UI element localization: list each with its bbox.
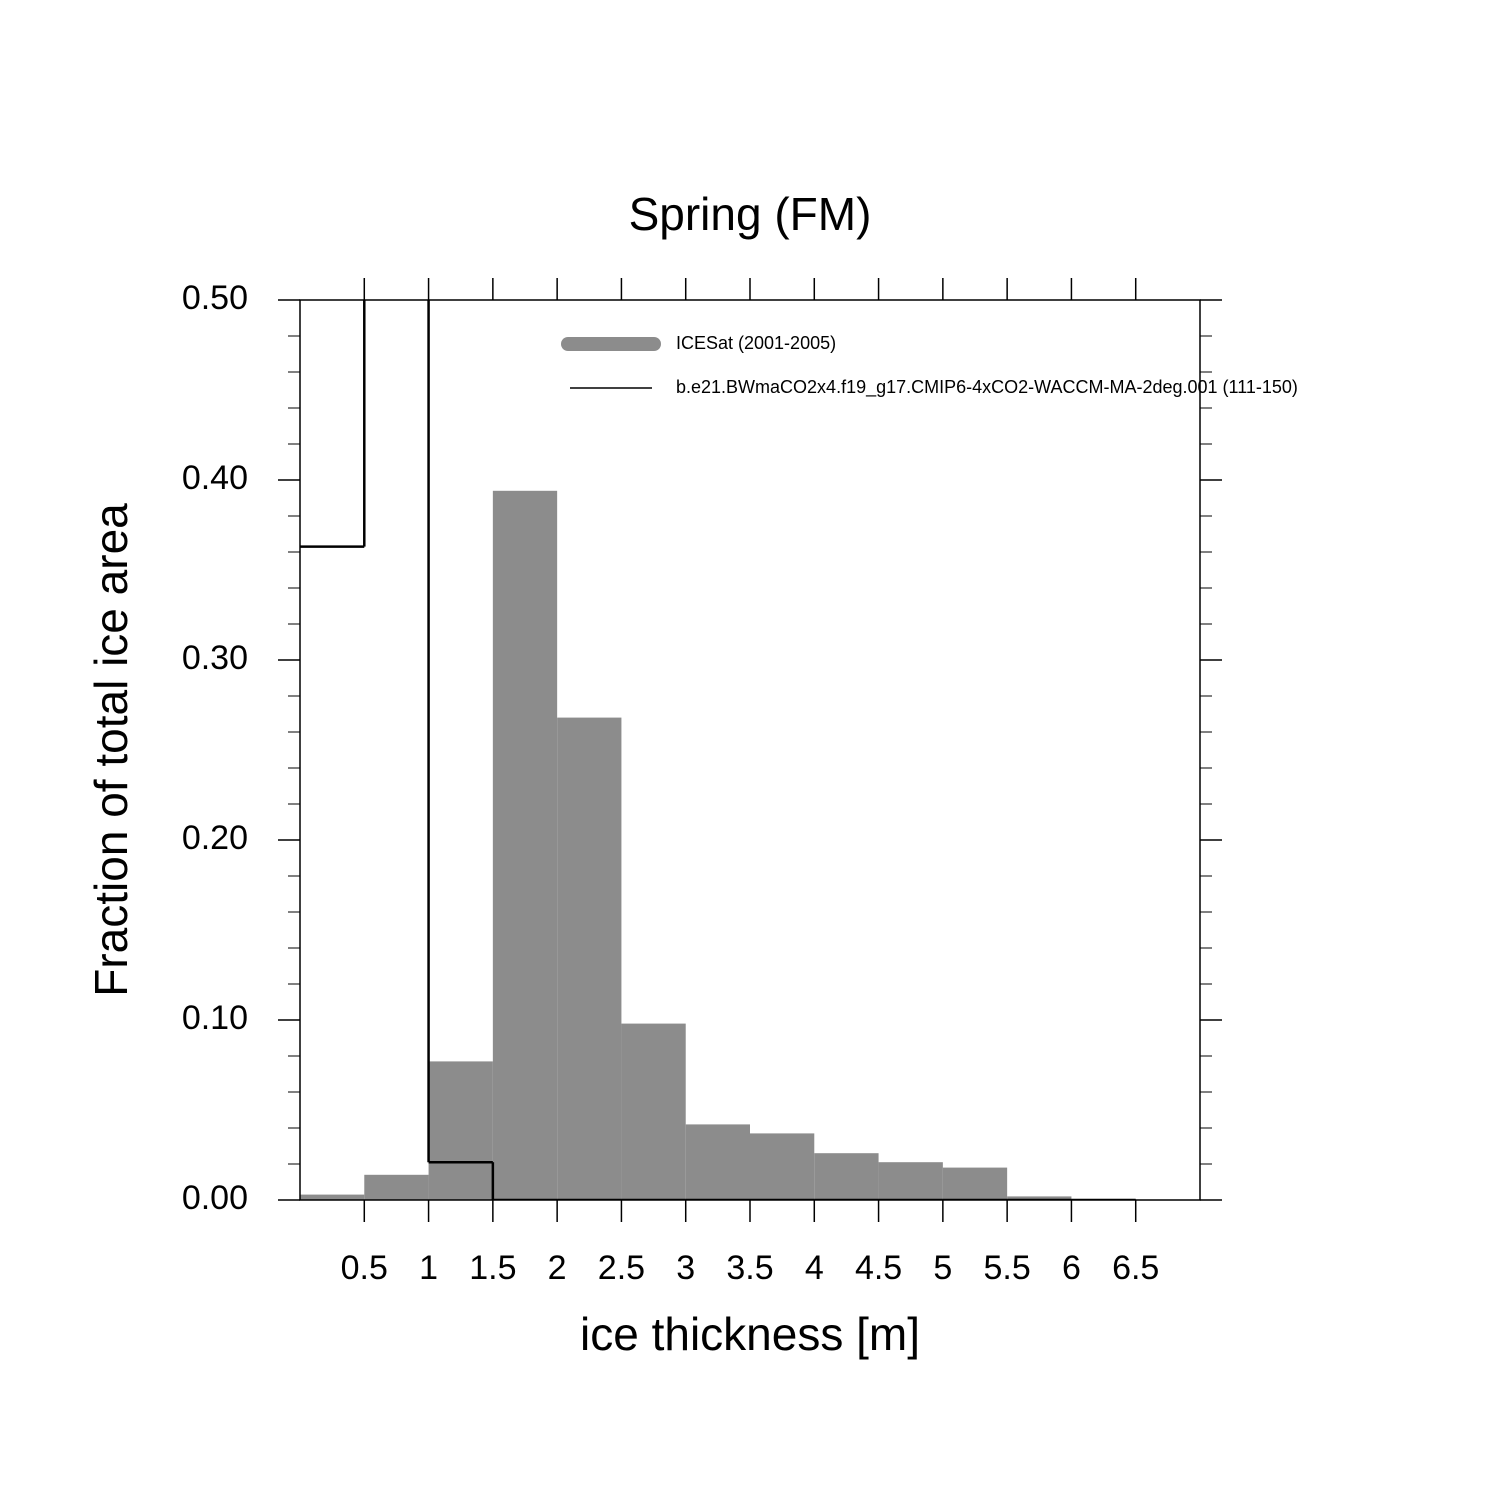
x-tick-label: 5 [933,1249,952,1287]
bar [1007,1196,1072,1200]
bar [942,1167,1008,1200]
x-tick-label: 6 [1062,1249,1081,1287]
x-tick-label: 4 [805,1249,824,1287]
bar [428,1061,493,1200]
chart-title: Spring (FM) [629,188,872,240]
bar [621,1023,686,1200]
bar [492,490,558,1200]
y-tick-label: 0.20 [182,819,248,857]
y-tick-label: 0.00 [182,1179,248,1217]
y-tick-label: 0.50 [182,279,248,317]
x-tick-label: 3 [676,1249,695,1287]
x-tick-label: 5.5 [984,1249,1031,1287]
x-tick-label: 6.5 [1112,1249,1159,1287]
bar [814,1153,879,1200]
x-tick-label: 0.5 [341,1249,388,1287]
bar [685,1124,750,1200]
legend-label: ICESat (2001-2005) [676,333,836,353]
legend-label: b.e21.BWmaCO2x4.f19_g17.CMIP6-4xCO2-WACC… [676,377,1298,398]
x-tick-label: 3.5 [726,1249,773,1287]
y-axis-label: Fraction of total ice area [85,503,137,997]
y-tick-label: 0.40 [182,459,248,497]
bar [750,1133,815,1200]
x-tick-label: 4.5 [855,1249,902,1287]
x-tick-label: 2.5 [598,1249,645,1287]
y-tick-label: 0.30 [182,639,248,677]
y-tick-label: 0.10 [182,999,248,1037]
x-tick-label: 1.5 [469,1249,516,1287]
bar [300,1194,365,1200]
x-tick-label: 2 [548,1249,567,1287]
bar [364,1174,429,1200]
plot-area [300,300,1136,1200]
x-axis-label: ice thickness [m] [580,1308,920,1360]
bar [557,717,622,1200]
x-tick-label: 1 [419,1249,438,1287]
bar [878,1162,943,1200]
